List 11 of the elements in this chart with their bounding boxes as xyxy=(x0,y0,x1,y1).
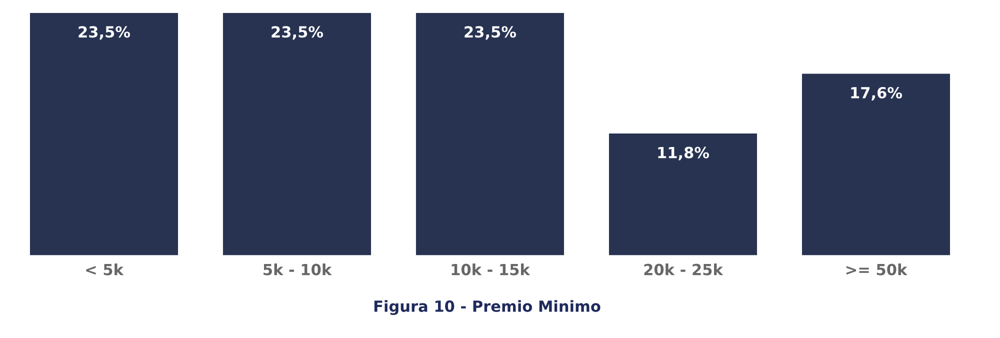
x-tick-label: < 5k xyxy=(86,264,124,276)
data-label: 17,6% xyxy=(851,86,902,100)
data-label: 23,5% xyxy=(464,26,516,40)
data-label: 11,8% xyxy=(658,146,710,160)
x-tick-label: 10k - 15k xyxy=(452,264,530,276)
x-tick-label: 20k - 25k xyxy=(644,264,724,276)
x-tick-label: 5k - 10k xyxy=(264,264,332,276)
x-tick-label: >= 50k xyxy=(846,264,908,276)
data-label: 23,5% xyxy=(272,26,324,40)
text: Figura 10 - Premio Minimo xyxy=(374,300,600,316)
data-label: 23,5% xyxy=(78,26,130,40)
